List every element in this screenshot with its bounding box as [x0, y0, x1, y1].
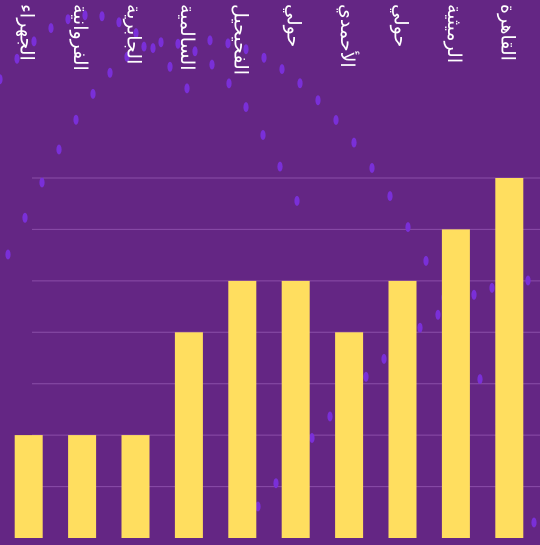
decorative-dot — [277, 161, 283, 172]
category-label: حولي — [283, 4, 305, 47]
category-label: السالمية — [176, 4, 198, 71]
decorative-dot — [255, 501, 261, 512]
bars-layer — [14, 178, 524, 538]
decorative-dot — [116, 17, 122, 28]
decorative-dot — [381, 353, 387, 364]
decorative-dot — [0, 74, 3, 85]
decorative-dot — [133, 28, 139, 39]
decorative-dot — [167, 61, 173, 72]
decorative-dot — [73, 114, 79, 125]
decorative-dot — [90, 88, 96, 99]
decorative-dot — [226, 78, 232, 89]
category-label: الفروانية — [69, 4, 91, 71]
decorative-dot — [141, 41, 147, 52]
decorative-dot — [435, 309, 441, 320]
decorative-dot — [14, 53, 20, 64]
bar — [388, 280, 417, 538]
decorative-dot — [48, 23, 54, 34]
decorative-dot — [184, 83, 190, 94]
category-label: الأحمدي — [336, 4, 359, 68]
decorative-dot — [471, 289, 477, 300]
decorative-dot — [273, 478, 279, 489]
decorative-dot — [531, 517, 537, 528]
decorative-dot — [175, 38, 181, 49]
category-label: حولي — [390, 4, 412, 47]
bar — [441, 229, 470, 538]
decorative-dot — [489, 282, 495, 293]
decorative-dot — [31, 36, 37, 47]
bar — [228, 280, 257, 538]
decorative-dot — [417, 322, 423, 333]
decorative-dot — [279, 64, 285, 75]
category-label: الجهراء — [16, 4, 38, 61]
decorative-dot — [369, 163, 375, 173]
bar — [281, 280, 310, 538]
decorative-dot — [327, 411, 333, 422]
decorative-dot — [207, 35, 213, 46]
decorative-dot — [351, 137, 357, 148]
decorative-dot — [56, 144, 62, 155]
decorative-dot — [294, 195, 300, 206]
bar — [121, 435, 150, 538]
decorative-dot — [65, 14, 71, 25]
decorative-dot — [209, 59, 215, 70]
decorative-dot — [107, 67, 113, 78]
decorative-dot — [387, 191, 393, 202]
decorative-dot — [22, 212, 28, 223]
decorative-dot — [150, 43, 156, 54]
category-label: الفحيحيل — [229, 4, 251, 75]
decorative-dot — [5, 249, 11, 260]
bar — [174, 332, 203, 538]
category-labels: الجهراء الفروانية الجابرية السالمية الفحيحيل… — [16, 4, 519, 75]
decorative-dot — [525, 275, 531, 286]
decorative-dot — [82, 10, 88, 21]
decorative-dot — [423, 255, 429, 266]
decorative-dot — [99, 11, 105, 22]
decorative-dot — [333, 115, 339, 125]
bar — [68, 435, 97, 538]
category-label: القاهرة — [496, 4, 518, 61]
bar — [14, 435, 43, 538]
decorative-dot — [260, 130, 266, 140]
decorative-dot — [39, 177, 45, 188]
decorative-dot — [158, 37, 164, 48]
decorative-dot — [315, 95, 321, 106]
decorative-dot — [309, 433, 315, 443]
decorative-dot — [363, 371, 369, 382]
decorative-dot — [297, 78, 303, 89]
category-label: الرميثية — [443, 4, 465, 63]
decorative-dot — [243, 102, 249, 113]
bar — [335, 332, 364, 538]
decorative-dot — [243, 44, 249, 55]
decorative-dot — [261, 52, 267, 63]
decorative-dot — [124, 51, 130, 62]
category-label: الجابرية — [123, 4, 145, 64]
bar — [495, 178, 524, 538]
decorative-dot — [225, 38, 231, 49]
decorative-dot — [477, 374, 483, 385]
decorative-dot — [192, 46, 198, 57]
decorative-dot — [405, 222, 411, 233]
